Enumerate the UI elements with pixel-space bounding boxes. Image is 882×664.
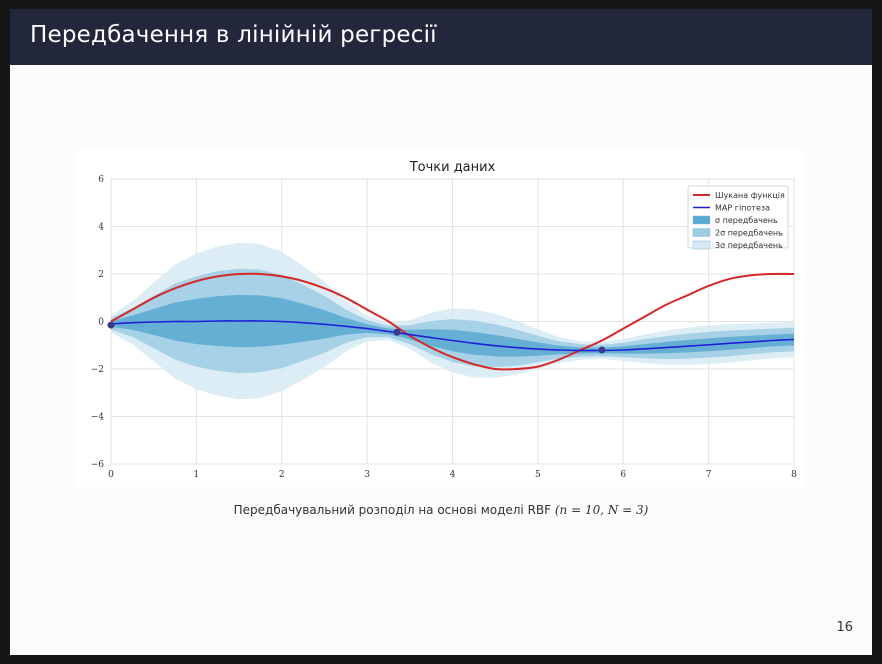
chart-svg: 0 1 2 3 4 5 6 7 8 −6 −4 −2 0 2 4 6 Точки даних Шукана фун… [91, 160, 797, 480]
x-tick-label: 6 [620, 470, 626, 480]
x-tick-label: 8 [791, 470, 797, 480]
y-tick-label: 4 [98, 223, 104, 233]
data-point [598, 346, 606, 354]
data-point [393, 328, 401, 336]
slide-header: Передбачення в лінійній регресії [10, 9, 872, 65]
y-tick-label: −6 [91, 460, 105, 470]
x-tick-label: 2 [279, 470, 285, 480]
figure-caption: Передбачувальний розподіл на основі моде… [10, 503, 872, 517]
legend-label: MAP гіпотеза [715, 204, 770, 213]
x-tick-label: 0 [108, 470, 114, 480]
chart-title: Точки даних [409, 160, 496, 175]
y-tick-label: −2 [91, 365, 104, 375]
series-line-map [110, 320, 795, 352]
band-1sigma [111, 294, 794, 357]
legend-patch-swatch [692, 215, 711, 225]
x-tick-label: 4 [450, 470, 456, 480]
slide: Передбачення в лінійній регресії 0 1 2 3 4 5 6… [10, 9, 872, 655]
legend-box [687, 185, 789, 249]
slide-title: Передбачення в лінійній регресії [30, 22, 437, 48]
chart-figure: 0 1 2 3 4 5 6 7 8 −6 −4 −2 0 2 4 6 Точки даних Шукана фун… [76, 149, 804, 487]
legend-label: 3σ передбачень [715, 241, 783, 250]
legend-label: σ передбачень [715, 216, 778, 225]
y-tick-label: 0 [98, 318, 104, 328]
x-tick-label: 7 [706, 470, 712, 480]
caption-math: (n = 10, N = 3) [554, 503, 649, 517]
x-tick-label: 5 [535, 470, 541, 480]
legend-label: 2σ передбачень [715, 229, 783, 238]
x-tick-label: 3 [364, 470, 370, 480]
y-tick-label: 2 [98, 270, 104, 280]
caption-text: Передбачувальний розподіл на основі моде… [233, 503, 555, 517]
page-number: 16 [836, 620, 853, 635]
legend-label: Шукана функція [715, 191, 785, 200]
y-tick-label: −4 [91, 413, 105, 423]
y-tick-label: 6 [98, 175, 104, 185]
legend-patch-swatch [692, 228, 711, 237]
data-point [107, 321, 115, 329]
legend-patch-swatch [692, 240, 711, 250]
series-line-target [110, 272, 795, 371]
x-tick-label: 1 [194, 470, 200, 480]
